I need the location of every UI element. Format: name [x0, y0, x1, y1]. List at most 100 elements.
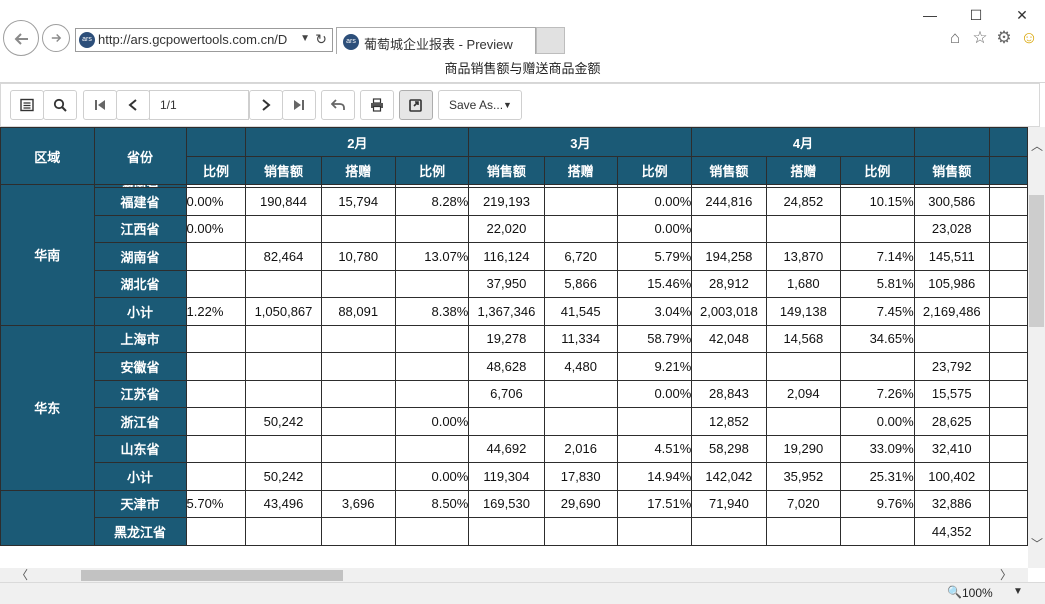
table-row: 华东 上海市 19,278 11,334 58.79% 42,048 14,568 34.65…	[0, 324, 1028, 491]
tab-favicon: ars	[343, 34, 359, 50]
new-tab-button[interactable]	[536, 27, 565, 54]
cell-ratio: 10.15%	[840, 187, 915, 216]
cell-sales: 71,940	[691, 489, 767, 518]
report-viewport[interactable]: 区域 省份 2月 3月 4月 比例 销售额 搭赠 比例 销售额 搭赠 比例 销售…	[0, 127, 1028, 568]
cell-overflow	[988, 187, 1028, 216]
forward-nav-button[interactable]	[42, 24, 70, 52]
cell-ratio: 0.00%	[616, 379, 693, 408]
header-province: 省份	[93, 127, 187, 185]
cell-gift	[765, 184, 842, 188]
scroll-up-icon[interactable]: ︿	[1031, 139, 1044, 153]
cell-ratio: 7.26%	[840, 379, 915, 408]
last-page-button[interactable]	[282, 90, 316, 120]
province-cell: 小计	[93, 297, 187, 326]
zoom-level[interactable]: 100%	[962, 586, 993, 600]
first-page-button[interactable]	[83, 90, 117, 120]
cell-sales: 50,242	[245, 407, 322, 436]
header-region: 区域	[0, 127, 95, 185]
cell-ratio	[616, 517, 693, 546]
close-icon[interactable]: ✕	[1016, 7, 1028, 23]
cell-gift	[543, 407, 618, 436]
status-bar: 🔍 100% ▼	[0, 582, 1045, 604]
cell-sales	[245, 434, 322, 463]
reload-icon[interactable]: ↻	[315, 31, 327, 47]
cell-gift: 11,334	[543, 324, 618, 353]
address-bar[interactable]: ars http://ars.gcpowertools.com.cn/D ▼ ↻	[75, 28, 333, 52]
cell-ratio	[394, 517, 470, 546]
search-button[interactable]	[43, 90, 77, 120]
print-button[interactable]	[360, 90, 394, 120]
cell-ratio: 8.50%	[394, 489, 470, 518]
cell-gift: 3,696	[320, 489, 396, 518]
subheader-gift: 搭赠	[543, 156, 618, 185]
header-blank	[988, 127, 1028, 157]
toc-icon	[20, 98, 34, 112]
cell-ratio	[394, 352, 470, 381]
arrow-left-icon	[14, 33, 28, 45]
prev-page-icon	[128, 99, 137, 111]
prev-page-button[interactable]	[116, 90, 150, 120]
cell-sales: 2,003,018	[691, 297, 767, 326]
save-as-dropdown[interactable]: Save As...▼	[438, 90, 522, 120]
table-row: 福建省 0.00% 190,844 15,794 8.28% 219,193 0.00% 24…	[1, 187, 1028, 216]
next-page-button[interactable]	[249, 90, 283, 120]
cell-ratio	[185, 462, 247, 491]
back-icon	[331, 99, 345, 110]
cell-gift: 1,680	[765, 269, 842, 298]
cell-sales: 22,020	[468, 214, 545, 243]
cell-ratio	[616, 184, 693, 188]
scroll-right-icon[interactable]: 〉	[1000, 568, 1013, 582]
cell-sales: 119,304	[468, 462, 545, 491]
subheader-sales: 销售额	[913, 156, 990, 185]
scroll-left-icon[interactable]: 〈	[16, 568, 29, 582]
table-row: 山东省 44,692 2,016 4.51% 58,298 19,290 33.09% 32,…	[1, 434, 1028, 463]
cell-ratio	[185, 324, 247, 353]
settings-gear-icon[interactable]: ⚙	[996, 28, 1012, 47]
horizontal-scrollbar[interactable]: 〈 〉	[0, 568, 1028, 582]
toc-button[interactable]	[10, 90, 44, 120]
cell-ratio	[394, 434, 470, 463]
cell-sales: 23,792	[913, 352, 990, 381]
cell-ratio: 13.07%	[394, 242, 470, 271]
cell-ratio: 7.45%	[840, 297, 915, 326]
address-dropdown-icon[interactable]: ▼	[300, 33, 310, 44]
cell-ratio: 0.00%	[616, 214, 693, 243]
favorites-star-icon[interactable]: ☆	[972, 28, 988, 47]
cell-ratio	[840, 517, 915, 546]
browser-tab[interactable]: ars 葡萄城企业报表 - Preview	[336, 27, 536, 54]
cell-ratio: 5.79%	[616, 242, 693, 271]
cell-gift: 2,094	[765, 379, 842, 408]
vertical-scrollbar[interactable]: ︿ ﹀	[1028, 127, 1045, 568]
cell-overflow	[988, 489, 1028, 518]
table-row: 湖北省 37,950 5,866 15.46% 28,912 1,680 5.81% 105,…	[1, 269, 1028, 298]
home-icon[interactable]: ⌂	[949, 28, 961, 47]
back-nav-button[interactable]	[3, 20, 39, 56]
first-page-icon	[95, 100, 105, 110]
refresh-button[interactable]	[399, 90, 433, 120]
cell-sales: 43,496	[245, 489, 322, 518]
subheader-sales: 销售额	[691, 156, 767, 185]
cell-sales	[245, 269, 322, 298]
vertical-scroll-thumb[interactable]	[1029, 195, 1044, 327]
cell-gift: 5,866	[543, 269, 618, 298]
smiley-feedback-icon[interactable]: ☺	[1020, 28, 1038, 47]
cell-ratio: 3.04%	[616, 297, 693, 326]
region-cell	[0, 489, 95, 546]
zoom-dropdown-icon[interactable]: ▼	[1013, 586, 1023, 597]
province-cell: 天津市	[93, 489, 187, 518]
scroll-down-icon[interactable]: ﹀	[1031, 537, 1044, 551]
header-month-apr: 4月	[691, 127, 915, 157]
province-cell: 山东省	[93, 434, 187, 463]
horizontal-scroll-thumb[interactable]	[81, 570, 343, 581]
back-button[interactable]	[321, 90, 355, 120]
cell-gift: 41,545	[543, 297, 618, 326]
cell-gift	[320, 379, 396, 408]
minimize-icon[interactable]: —	[923, 7, 937, 23]
cell-gift	[543, 187, 618, 216]
page-number-input[interactable]: 1/1	[149, 90, 249, 120]
maximize-icon[interactable]: ☐	[969, 7, 983, 23]
last-page-icon	[294, 100, 304, 110]
zoom-icon[interactable]: 🔍	[947, 585, 962, 599]
cell-gift: 88,091	[320, 297, 396, 326]
cell-gift	[543, 517, 618, 546]
